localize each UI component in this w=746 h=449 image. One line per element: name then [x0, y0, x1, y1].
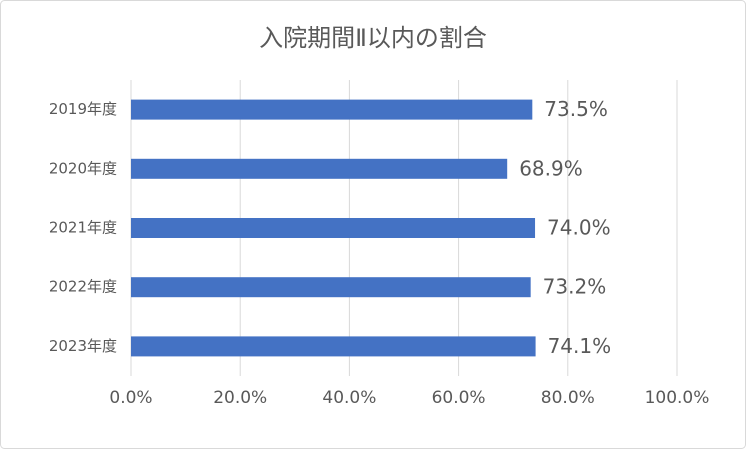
bar — [131, 99, 533, 120]
data-label: 73.5% — [544, 97, 608, 121]
y-tick-label: 2019年度 — [49, 100, 117, 118]
data-label: 68.9% — [519, 156, 583, 180]
bar — [131, 336, 536, 357]
data-label: 74.1% — [548, 334, 612, 358]
chart-title: 入院期間Ⅱ以内の割合 — [259, 24, 487, 52]
x-tick-label: 80.0% — [541, 388, 595, 408]
data-label: 73.2% — [543, 275, 607, 299]
y-tick-label: 2023年度 — [49, 337, 117, 355]
x-tick-label: 100.0% — [645, 388, 710, 408]
bar — [131, 277, 531, 298]
x-tick-label: 20.0% — [213, 388, 267, 408]
y-tick-label: 2021年度 — [49, 219, 117, 237]
y-tick-label: 2020年度 — [49, 159, 117, 177]
x-tick-label: 60.0% — [432, 388, 486, 408]
y-tick-label: 2022年度 — [49, 278, 117, 296]
bar — [131, 218, 536, 238]
bar — [131, 158, 508, 179]
data-label: 74.0% — [547, 216, 611, 240]
x-tick-label: 0.0% — [109, 388, 152, 408]
x-tick-label: 40.0% — [322, 388, 376, 408]
